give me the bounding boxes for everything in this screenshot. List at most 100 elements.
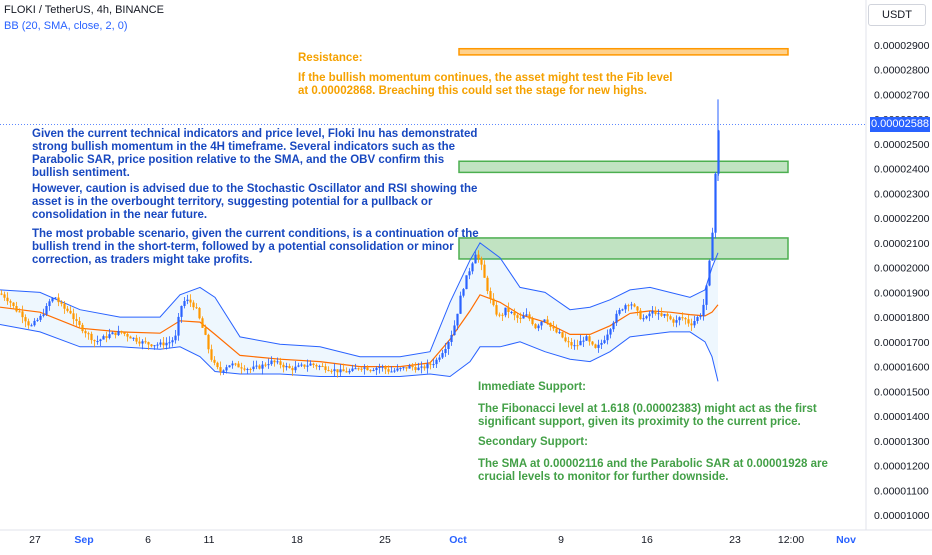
candle-body	[528, 314, 531, 319]
candle-body	[342, 369, 345, 372]
candle-body	[510, 311, 513, 313]
candle-body	[441, 353, 444, 358]
candle-body	[708, 260, 711, 286]
candle-body	[561, 332, 564, 338]
candle-body	[378, 367, 381, 369]
analysis-paragraph-3: The most probable scenario, given the cu…	[32, 228, 479, 266]
candle-body	[504, 307, 507, 316]
candle-body	[306, 365, 309, 367]
candle-body	[84, 331, 87, 334]
candle-body	[279, 361, 282, 365]
candle-body	[249, 369, 252, 371]
candle-body	[363, 367, 366, 369]
candle-body	[264, 364, 267, 366]
candle-body	[516, 315, 519, 318]
candle-body	[348, 370, 351, 373]
y-tick-label: 0.00001000	[874, 510, 930, 522]
candle-body	[45, 305, 48, 315]
candle-body	[669, 316, 672, 320]
candle-body	[42, 314, 45, 316]
secondary-support-title: Secondary Support:	[478, 436, 588, 448]
candle-body	[567, 341, 570, 343]
y-tick-label: 0.00002000	[874, 263, 930, 275]
candle-body	[123, 332, 126, 334]
candle-body	[252, 366, 255, 370]
last-price-label: 0.00002588	[870, 117, 930, 132]
candle-body	[639, 310, 642, 320]
candle-body	[444, 348, 447, 354]
candle-body	[642, 318, 645, 320]
candle-body	[48, 301, 51, 306]
candle-body	[471, 263, 474, 272]
candle-body	[546, 319, 549, 323]
resistance-title: Resistance:	[298, 52, 363, 64]
candle-body	[426, 363, 429, 369]
candle-body	[21, 311, 24, 318]
y-tick-label: 0.00001100	[874, 485, 929, 497]
candle-body	[498, 314, 501, 316]
candle-body	[153, 345, 156, 347]
candle-body	[291, 368, 294, 371]
candle-body	[459, 295, 462, 314]
currency-selector[interactable]: USDT	[868, 4, 926, 26]
candle-body	[570, 342, 573, 346]
candle-body	[537, 325, 540, 329]
candle-body	[288, 365, 291, 369]
candle-body	[39, 315, 42, 320]
candle-body	[429, 363, 432, 365]
candle-body	[489, 291, 492, 299]
candle-body	[357, 368, 360, 370]
candle-body	[576, 345, 579, 347]
candle-body	[51, 298, 54, 302]
candle-body	[93, 340, 96, 342]
candle-body	[90, 333, 93, 341]
candle-body	[267, 364, 270, 366]
candle-body	[405, 367, 408, 369]
candle-body	[321, 366, 324, 368]
indicator-legend[interactable]: BB (20, SMA, close, 2, 0)	[4, 20, 128, 32]
candle-body	[69, 310, 72, 314]
candle-body	[18, 311, 21, 313]
candle-body	[117, 330, 120, 336]
candle-body	[351, 368, 354, 371]
candle-body	[177, 316, 180, 336]
candle-body	[597, 344, 600, 348]
candle-body	[432, 364, 435, 366]
analysis-paragraph-1: Given the current technical indicators a…	[32, 128, 478, 179]
candle-body	[207, 334, 210, 350]
candle-body	[594, 344, 597, 348]
candle-body	[525, 314, 528, 316]
candle-body	[705, 285, 708, 305]
candle-body	[159, 342, 162, 345]
candle-body	[606, 334, 609, 341]
candle-body	[558, 332, 561, 334]
y-tick-label: 0.00002500	[874, 139, 930, 151]
candle-body	[375, 367, 378, 371]
x-tick-label: 23	[729, 534, 741, 546]
candle-body	[192, 302, 195, 308]
candle-body	[369, 370, 372, 372]
candle-body	[408, 365, 411, 369]
candle-body	[492, 298, 495, 306]
candle-body	[96, 341, 99, 343]
candle-body	[12, 302, 15, 307]
candle-body	[330, 370, 333, 372]
candle-body	[384, 366, 387, 370]
candle-body	[600, 342, 603, 345]
candle-body	[201, 318, 204, 328]
candle-body	[246, 369, 249, 371]
candle-body	[105, 336, 108, 338]
candle-body	[189, 299, 192, 303]
candle-body	[555, 328, 558, 333]
candle-body	[282, 364, 285, 368]
x-tick-label: 9	[558, 534, 564, 546]
candle-body	[237, 363, 240, 368]
candle-body	[396, 368, 399, 371]
candle-body	[234, 363, 237, 365]
y-tick-label: 0.00001700	[874, 337, 930, 349]
candle-body	[552, 326, 555, 329]
y-tick-label: 0.00001200	[874, 461, 930, 473]
candle-body	[453, 325, 456, 336]
